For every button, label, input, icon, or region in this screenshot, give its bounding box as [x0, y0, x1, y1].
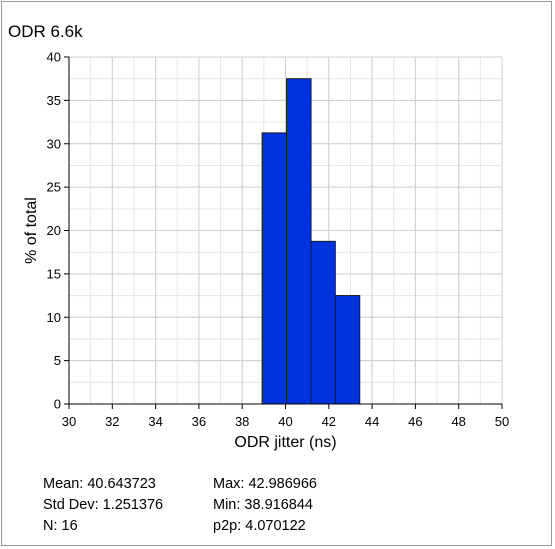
x-tick-label: 48 — [451, 414, 465, 429]
x-tick-label: 42 — [322, 414, 336, 429]
stats-right: Max: 42.986966 Min: 38.916844 p2p: 4.070… — [213, 474, 317, 537]
y-tick-label: 35 — [47, 93, 61, 108]
y-tick-label: 0 — [54, 397, 61, 412]
stat-std-dev: Std Dev: 1.251376 — [43, 497, 164, 513]
y-tick-label: 30 — [47, 136, 61, 151]
axes — [64, 56, 503, 409]
x-axis-label: ODR jitter (ns) — [234, 434, 336, 451]
x-tick-label: 50 — [495, 414, 509, 429]
stat-p2p: p2p: 4.070122 — [213, 518, 306, 534]
x-tick-label: 44 — [365, 414, 379, 429]
x-tick-label: 32 — [105, 414, 119, 429]
histogram-bar-2 — [310, 240, 336, 405]
y-axis-label: % of total — [23, 197, 40, 264]
x-tick-label: 38 — [235, 414, 249, 429]
x-tick-label: 46 — [408, 414, 422, 429]
y-tick-label: 5 — [54, 353, 61, 368]
histogram-bar-3 — [334, 295, 361, 405]
x-tick-label: 36 — [192, 414, 206, 429]
y-tick-label: 25 — [47, 180, 61, 195]
stats-left: Mean: 40.643723 Std Dev: 1.251376 N: 16 — [43, 474, 163, 537]
y-tick-label: 20 — [47, 223, 61, 238]
histogram-bar-0 — [261, 132, 288, 405]
y-tick-label: 15 — [47, 266, 61, 281]
histogram-bar-1 — [286, 78, 312, 405]
y-tick-labels: 0 5 10 15 20 25 30 35 40 — [47, 50, 61, 412]
histogram-bars — [261, 78, 361, 405]
y-tick-label: 10 — [47, 310, 61, 325]
stat-min: Min: 38.916844 — [213, 497, 313, 513]
stat-max: Max: 42.986966 — [213, 476, 317, 492]
x-tick-label: 30 — [62, 414, 76, 429]
stat-mean: Mean: 40.643723 — [43, 476, 156, 492]
x-tick-label: 40 — [278, 414, 292, 429]
chart-title: ODR 6.6k — [8, 22, 83, 41]
stat-n: N: 16 — [43, 518, 78, 534]
y-tick-label: 40 — [47, 50, 61, 65]
x-tick-label: 34 — [148, 414, 162, 429]
x-tick-labels: 30 32 34 36 38 40 42 44 46 48 50 — [62, 414, 509, 429]
